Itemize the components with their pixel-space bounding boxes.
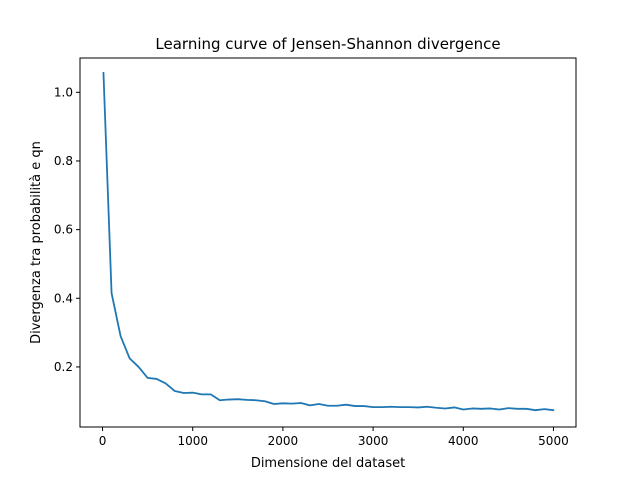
x-axis: 0 1000 2000 3000 4000 5000 [99,427,569,448]
y-tick-label: 1.0 [54,85,73,99]
x-tick-label: 2000 [268,434,299,448]
y-axis: 0.2 0.4 0.6 0.8 1.0 [54,85,80,374]
x-tick-label: 0 [99,434,107,448]
x-tick-label: 1000 [177,434,208,448]
y-tick-label: 0.6 [54,223,73,237]
chart-title: Learning curve of Jensen-Shannon diverge… [155,35,500,53]
y-tick-label: 0.4 [54,291,73,305]
y-tick-label: 0.2 [54,360,73,374]
x-axis-label: Dimensione del dataset [251,456,405,471]
y-tick-label: 0.8 [54,154,73,168]
axes-frame [79,57,577,428]
x-tick-label: 5000 [538,434,569,448]
x-tick-label: 4000 [448,434,479,448]
x-tick-label: 3000 [358,434,389,448]
y-axis-label: Divergenza tra probabilità e qn [29,141,44,344]
series-line-0 [102,71,555,412]
plot-area [102,71,555,412]
